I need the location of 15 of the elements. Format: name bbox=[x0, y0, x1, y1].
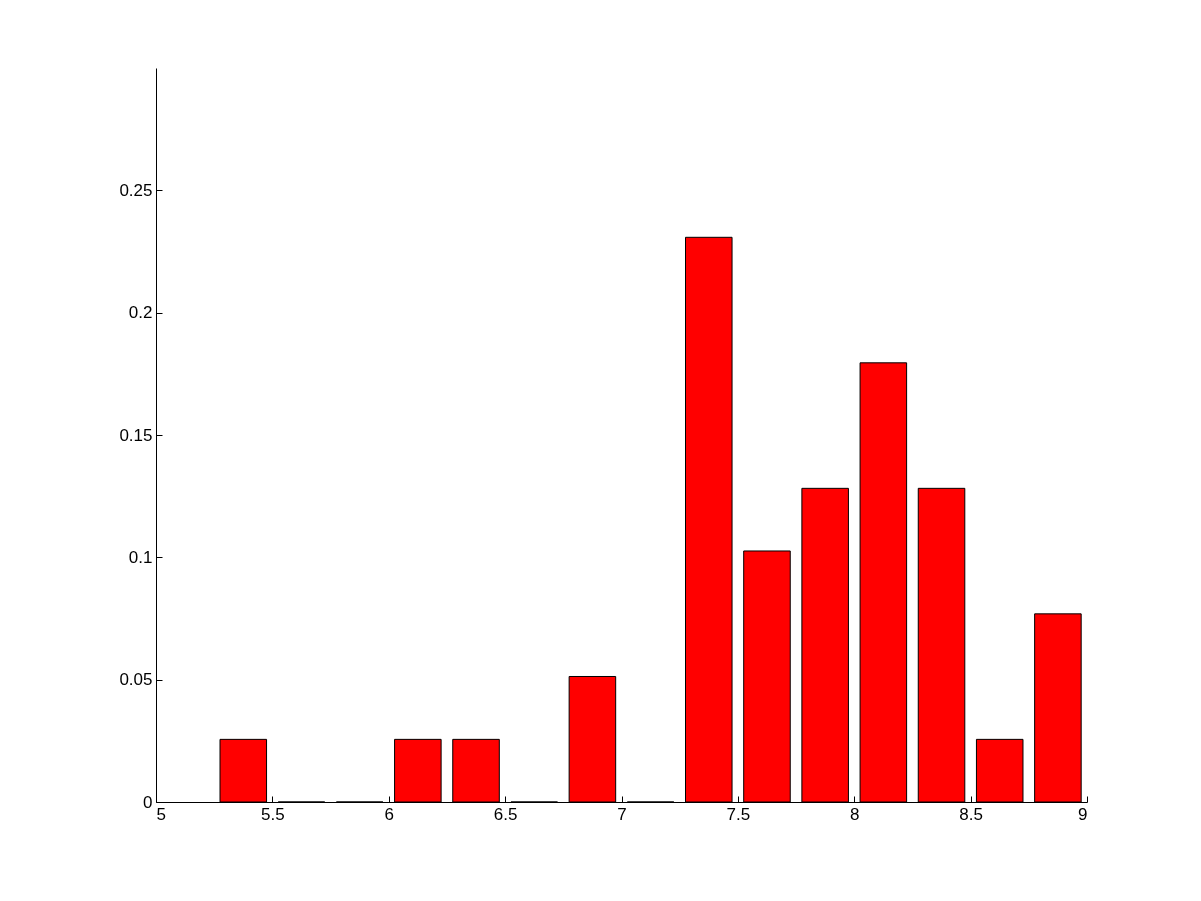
x-tick-label: 5.5 bbox=[261, 804, 285, 824]
x-tick-label: 8 bbox=[850, 804, 860, 824]
x-tick-label: 7.5 bbox=[726, 804, 751, 824]
y-tick-label: 0.05 bbox=[119, 670, 153, 690]
y-tick-label: 0.2 bbox=[128, 303, 153, 323]
x-tick-label: 5 bbox=[156, 804, 166, 824]
y-tick-label: 0.1 bbox=[128, 547, 153, 567]
x-tick-label: 7 bbox=[617, 804, 627, 824]
x-tick-label: 9 bbox=[1078, 804, 1088, 824]
y-tick-label: 0.25 bbox=[119, 180, 153, 200]
x-tick-label: 6 bbox=[384, 804, 394, 824]
x-tick-label: 8.5 bbox=[959, 804, 983, 824]
y-tick-label: 0 bbox=[143, 792, 153, 812]
x-tick-label: 6.5 bbox=[493, 804, 518, 824]
y-tick-label: 0.15 bbox=[119, 425, 153, 445]
